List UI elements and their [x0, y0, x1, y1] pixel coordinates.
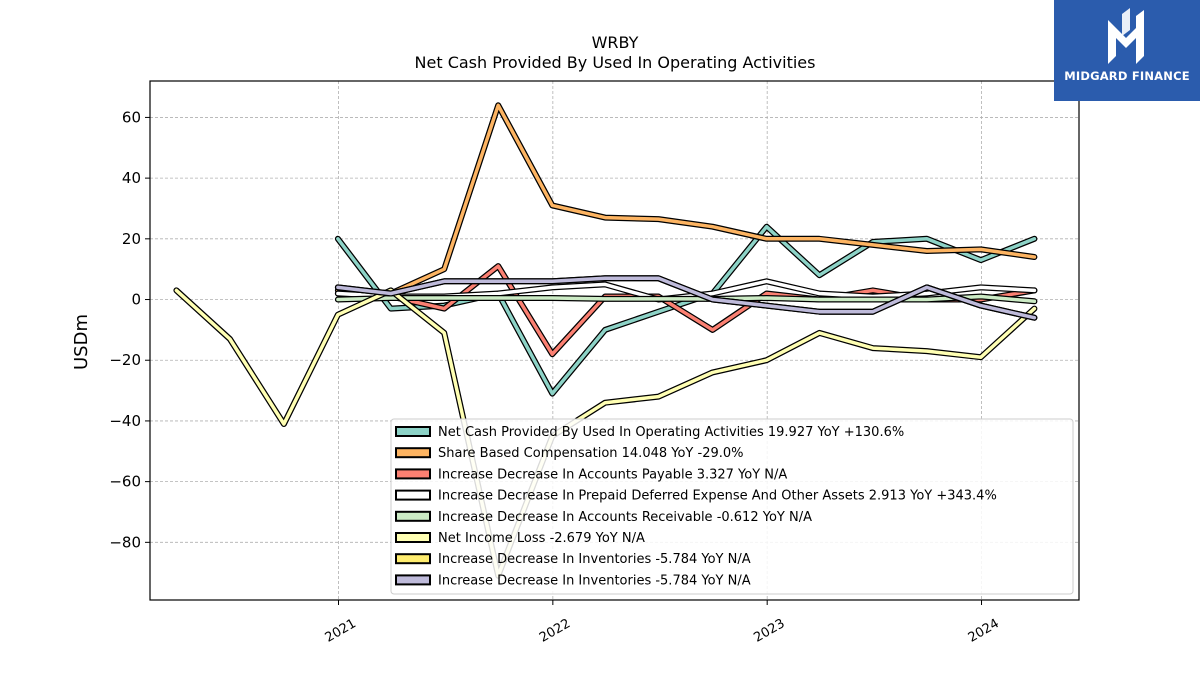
- legend-swatch-2: [395, 468, 431, 480]
- legend-label-6: Increase Decrease In Inventories -5.784 …: [438, 552, 751, 567]
- y-tick-label: −60: [109, 473, 141, 491]
- series-line-5: [174, 288, 1037, 578]
- y-axis-ticks: −80 −60 −40 −20 0 20 40 60: [109, 108, 150, 551]
- legend: Net Cash Provided By Used In Operating A…: [390, 418, 1074, 595]
- legend-swatch-0: [395, 426, 431, 437]
- brand-logo: MIDGARD FINANCE: [1054, 0, 1200, 101]
- y-tick-label: −40: [109, 412, 141, 430]
- midgard-logo-icon: [1108, 8, 1144, 64]
- series-line-7: [336, 276, 1037, 320]
- legend-swatch-4: [395, 510, 431, 522]
- chart-title: WRBY: [592, 33, 639, 52]
- chart-subtitle: Net Cash Provided By Used In Operating A…: [415, 53, 816, 72]
- legend-label-4: Increase Decrease In Accounts Receivable…: [438, 510, 812, 525]
- legend-swatch-1: [395, 447, 431, 459]
- series-lines: [173, 102, 1038, 579]
- x-tick-label: 2021: [323, 616, 359, 646]
- brand-name: MIDGARD FINANCE: [1064, 69, 1190, 83]
- legend-swatch-7: [395, 574, 431, 586]
- y-axis-label: USDm: [71, 314, 92, 370]
- x-tick-label: 2024: [966, 616, 1002, 646]
- y-tick-label: 40: [122, 169, 141, 187]
- y-tick-label: 0: [131, 291, 141, 309]
- legend-swatch-6: [395, 553, 431, 565]
- legend-box: [390, 418, 1074, 595]
- y-tick-label: 20: [122, 230, 141, 248]
- legend-label-2: Increase Decrease In Accounts Payable 3.…: [438, 467, 787, 482]
- series-line-4: [336, 294, 1037, 304]
- y-tick-label: −20: [109, 351, 141, 369]
- y-tick-label: 60: [122, 108, 141, 126]
- legend-label-7: Increase Decrease In Inventories -5.784 …: [438, 573, 751, 588]
- legend-swatch-3: [395, 489, 431, 501]
- x-tick-label: 2023: [751, 616, 787, 646]
- plot-frame: [149, 80, 1080, 601]
- legend-swatch-5: [395, 532, 431, 543]
- series-line-outline-1: [334, 102, 1038, 297]
- legend-label-1: Share Based Compensation 14.048 YoY -29.…: [438, 446, 744, 461]
- legend-label-3: Increase Decrease In Prepaid Deferred Ex…: [438, 489, 997, 504]
- legend-label-0: Net Cash Provided By Used In Operating A…: [438, 425, 904, 440]
- series-line-1: [336, 103, 1037, 296]
- x-axis-ticks: 2021 2022 2023 2024: [323, 600, 1002, 646]
- y-tick-label: −80: [109, 533, 141, 551]
- x-tick-label: 2022: [537, 616, 573, 646]
- legend-label-5: Net Income Loss -2.679 YoY N/A: [438, 531, 645, 546]
